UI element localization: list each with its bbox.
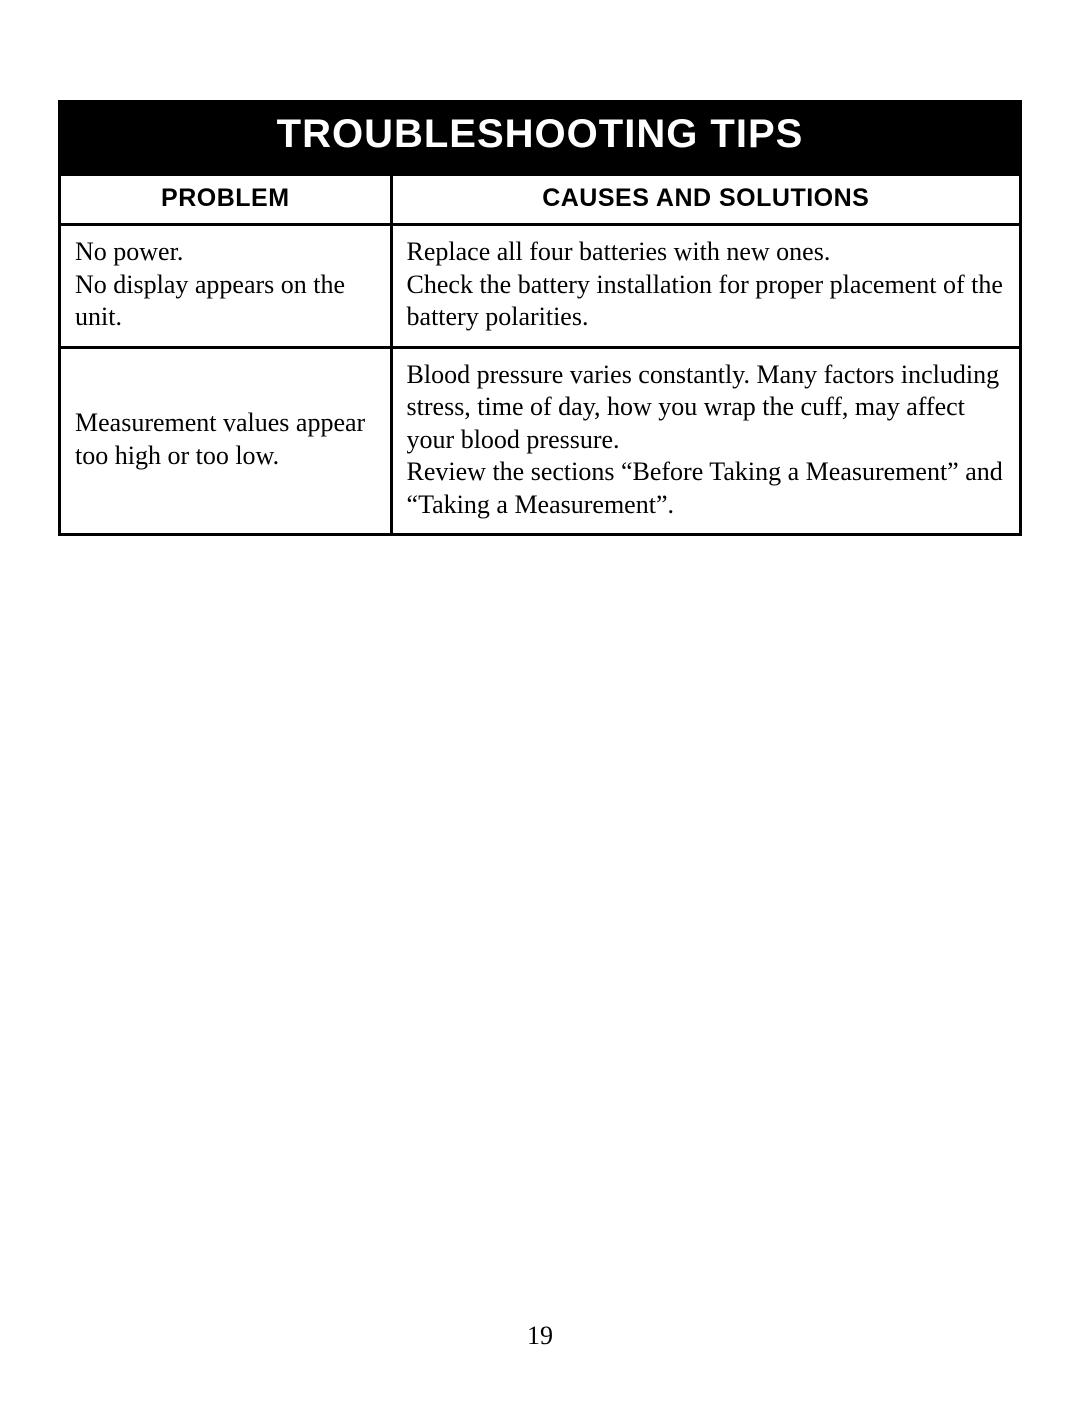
col-header-problem: PROBLEM <box>60 175 392 225</box>
table-row: No power.No display appears on the unit.… <box>60 225 1021 348</box>
cell-problem: No power.No display appears on the unit. <box>60 225 392 348</box>
cell-solution: Blood pressure varies constantly. Many f… <box>391 347 1020 535</box>
table-row: Measurement values appear too high or to… <box>60 347 1021 535</box>
col-header-solutions: CAUSES AND SOLUTIONS <box>391 175 1020 225</box>
cell-solution: Replace all four batteries with new ones… <box>391 225 1020 348</box>
table-header-row: PROBLEM CAUSES AND SOLUTIONS <box>60 175 1021 225</box>
page-number: 19 <box>0 1321 1080 1351</box>
page-title: TROUBLESHOOTING TIPS <box>58 100 1022 173</box>
troubleshooting-table: PROBLEM CAUSES AND SOLUTIONS No power.No… <box>58 173 1022 536</box>
cell-problem: Measurement values appear too high or to… <box>60 347 392 535</box>
page-container: TROUBLESHOOTING TIPS PROBLEM CAUSES AND … <box>0 0 1080 1411</box>
